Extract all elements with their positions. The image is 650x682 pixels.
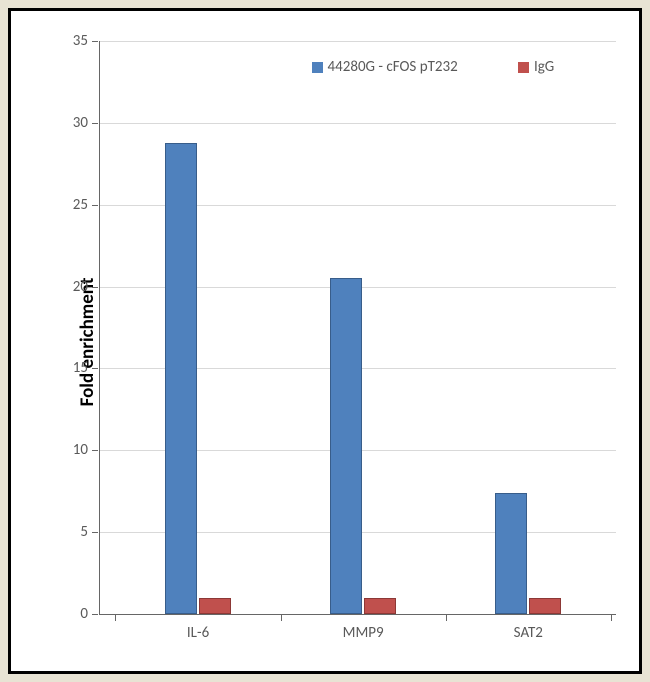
y-tick-label: 25 xyxy=(73,196,88,214)
x-tick-label: MMP9 xyxy=(343,624,384,642)
y-tick-label: 15 xyxy=(73,359,88,377)
y-tick-label: 5 xyxy=(80,523,88,541)
legend-item: 44280G - cFOS pT232 xyxy=(312,58,458,76)
y-tick xyxy=(92,41,98,42)
chart-frame: Fold enrichment 05101520253035IL-6MMP9SA… xyxy=(8,8,642,674)
x-tick xyxy=(611,615,612,621)
x-tick-label: SAT2 xyxy=(514,624,543,642)
legend-swatch xyxy=(312,62,323,73)
y-tick xyxy=(92,287,98,288)
grid-line xyxy=(100,123,616,124)
y-tick xyxy=(92,205,98,206)
bar xyxy=(165,143,197,614)
legend-swatch xyxy=(518,62,529,73)
x-tick xyxy=(115,615,116,621)
y-tick-label: 20 xyxy=(73,278,88,296)
legend-label: 44280G - cFOS pT232 xyxy=(328,58,458,76)
y-tick-label: 35 xyxy=(73,32,88,50)
y-tick-label: 10 xyxy=(73,441,88,459)
x-tick xyxy=(281,615,282,621)
bar xyxy=(330,278,362,614)
bar xyxy=(529,598,561,614)
y-tick-label: 30 xyxy=(73,114,88,132)
bar xyxy=(495,493,527,614)
plot-wrap: Fold enrichment 05101520253035IL-6MMP9SA… xyxy=(69,31,621,653)
legend-label: IgG xyxy=(534,58,554,76)
y-tick xyxy=(92,532,98,533)
grid-line xyxy=(100,41,616,42)
y-axis-title: Fold enrichment xyxy=(76,278,99,407)
legend-item: IgG xyxy=(518,58,554,76)
y-tick-label: 0 xyxy=(80,605,88,623)
x-tick xyxy=(446,615,447,621)
y-tick xyxy=(92,614,98,615)
outer-background: Fold enrichment 05101520253035IL-6MMP9SA… xyxy=(0,0,650,682)
x-tick-label: IL-6 xyxy=(187,624,209,642)
y-tick xyxy=(92,123,98,124)
plot-area: 05101520253035IL-6MMP9SAT244280G - cFOS … xyxy=(99,41,616,615)
y-tick xyxy=(92,450,98,451)
bar xyxy=(364,598,396,614)
bar xyxy=(199,598,231,614)
y-tick xyxy=(92,368,98,369)
